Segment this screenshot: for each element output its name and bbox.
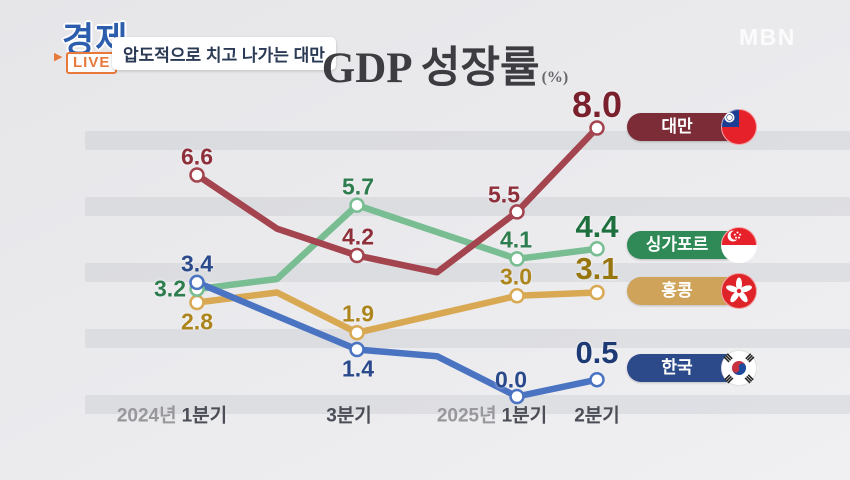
point-hongkong-4 bbox=[509, 288, 525, 304]
value-label-hongkong-2025q2: 3.1 bbox=[575, 251, 619, 286]
value-label-singapore-2024q3: 5.7 bbox=[342, 173, 374, 200]
point-korea-2 bbox=[349, 341, 365, 358]
x-tick-2025q1: 2025년 1분기 bbox=[437, 401, 547, 428]
x-tick-quarter: 1분기 bbox=[181, 405, 228, 427]
value-label-taiwan-2024q3: 4.2 bbox=[342, 223, 374, 250]
grid-band bbox=[85, 197, 850, 216]
x-tick-quarter: 3분기 bbox=[326, 405, 372, 427]
value-label-taiwan-2025q2: 8.0 bbox=[571, 84, 623, 125]
value-label-korea-2025q1: 0.0 bbox=[495, 366, 527, 393]
point-korea-5 bbox=[589, 371, 605, 388]
point-taiwan-0 bbox=[189, 167, 205, 183]
grid-band bbox=[85, 329, 850, 348]
value-label-singapore-2025q1: 4.1 bbox=[500, 226, 532, 253]
headline-banner: 압도적으로 치고 나가는 대만 bbox=[112, 37, 336, 70]
grid-band bbox=[85, 395, 850, 414]
x-tick-quarter: 2분기 bbox=[574, 405, 620, 427]
line-korea bbox=[193, 279, 601, 400]
play-icon: ▶ bbox=[54, 51, 63, 63]
x-tick-2024q3: 3분기 bbox=[326, 401, 372, 428]
line-singapore bbox=[193, 201, 601, 293]
point-korea-4 bbox=[509, 388, 525, 405]
x-tick-year: 2025년 bbox=[436, 405, 497, 427]
x-tick-2024q1: 2024년 1분기 bbox=[117, 401, 227, 428]
value-label-hongkong-2025q1: 3.0 bbox=[500, 263, 532, 290]
chart-title: GDP 성장률 (%) bbox=[300, 33, 590, 95]
value-label-hongkong-2024q3: 1.9 bbox=[342, 300, 374, 327]
value-label-taiwan-2025q1: 5.5 bbox=[488, 181, 520, 208]
singapore-flag-icon bbox=[721, 227, 757, 263]
chart-unit-label: (%) bbox=[541, 69, 569, 86]
x-tick-2025q2: 2분기 bbox=[574, 401, 620, 428]
x-tick-year: 2024년 bbox=[116, 405, 177, 427]
hongkong-flag-icon bbox=[721, 273, 757, 309]
value-label-korea-2024q3: 1.4 bbox=[342, 355, 374, 382]
legend-item-hongkong: 홍콩 bbox=[627, 277, 741, 305]
line-hongkong bbox=[193, 289, 601, 336]
point-taiwan-2 bbox=[349, 247, 365, 264]
point-singapore-2 bbox=[349, 197, 365, 213]
point-singapore-4 bbox=[509, 251, 525, 267]
legend-item-singapore: 싱가포르 bbox=[627, 231, 741, 259]
point-hongkong-2 bbox=[349, 324, 365, 341]
value-label-singapore-2024q1: 3.2 bbox=[154, 275, 186, 302]
taiwan-flag-icon bbox=[721, 109, 757, 145]
point-taiwan-4 bbox=[509, 204, 525, 220]
value-label-hongkong-2024q1: 2.8 bbox=[181, 308, 213, 335]
value-label-korea-2025q2: 0.5 bbox=[575, 335, 619, 370]
value-label-korea-2024q1: 3.4 bbox=[181, 250, 213, 277]
point-taiwan-5 bbox=[589, 120, 605, 136]
line-taiwan bbox=[193, 124, 601, 276]
point-hongkong-0 bbox=[189, 294, 205, 311]
value-label-taiwan-2024q1: 6.6 bbox=[181, 143, 213, 170]
point-singapore-5 bbox=[589, 241, 605, 257]
point-hongkong-5 bbox=[589, 284, 605, 301]
chart-title-text: GDP 성장률 bbox=[321, 45, 540, 92]
x-tick-quarter: 1분기 bbox=[501, 405, 548, 427]
value-label-singapore-2025q2: 4.4 bbox=[575, 209, 619, 244]
channel-logo: MBN bbox=[739, 24, 796, 50]
korea-flag-icon bbox=[721, 350, 757, 386]
point-korea-0 bbox=[189, 274, 205, 291]
